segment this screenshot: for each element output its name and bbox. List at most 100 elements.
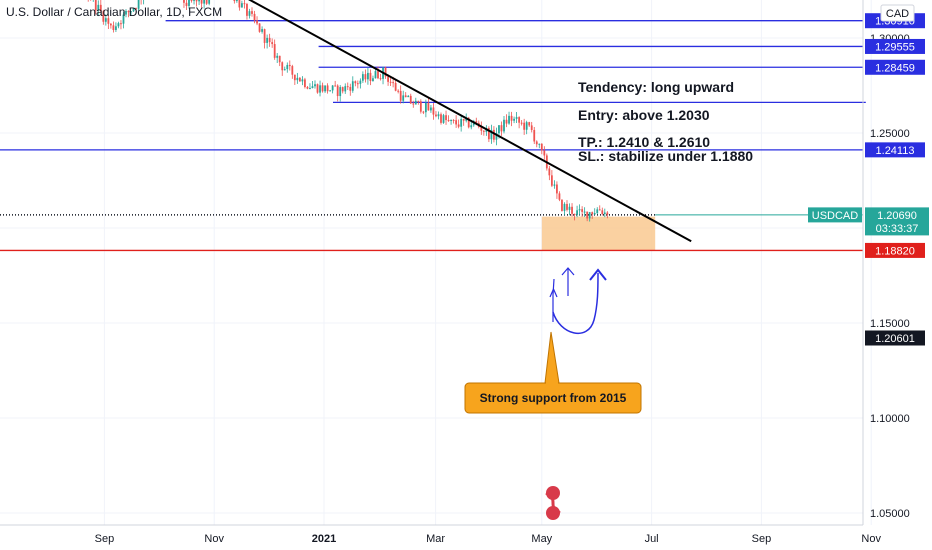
- candle-body: [253, 13, 256, 21]
- candle-body: [293, 74, 296, 81]
- large-projection-arrowhead: [589, 268, 607, 281]
- candle-body: [115, 26, 117, 31]
- candle-body: [379, 78, 382, 80]
- candle-body: [424, 102, 427, 113]
- candle-body: [407, 95, 410, 98]
- candle-body: [523, 122, 526, 130]
- candle-body: [346, 86, 349, 88]
- candle-body: [457, 124, 460, 127]
- x-tick-label: 2021: [312, 533, 336, 545]
- candle-body: [440, 114, 442, 123]
- callout-text: Strong support from 2015: [480, 391, 627, 405]
- candle-body: [195, 0, 198, 2]
- candle-body: [452, 119, 455, 121]
- candle-body: [109, 23, 112, 26]
- candle-body: [288, 64, 291, 67]
- level-price-tag-bg: [865, 242, 925, 258]
- candle-body: [364, 74, 367, 80]
- candle-body: [263, 29, 266, 43]
- candle-body: [566, 203, 568, 210]
- candle-body: [102, 11, 105, 22]
- candle-body: [442, 115, 445, 123]
- candle-body: [97, 4, 100, 11]
- candle-body: [268, 37, 271, 43]
- candle-body: [568, 206, 571, 210]
- candle-body: [243, 3, 246, 5]
- downtrend-line: [247, 0, 692, 243]
- candle-body: [235, 0, 238, 2]
- note-entry: Entry: above 1.2030: [578, 107, 710, 123]
- support-callout[interactable]: Strong support from 2015: [464, 331, 642, 414]
- x-tick-label: Sep: [752, 533, 772, 545]
- candle-body: [576, 210, 578, 215]
- candle-body: [392, 82, 395, 84]
- last-price-tag-text: 1.20690: [877, 210, 917, 222]
- candle-body: [435, 114, 437, 117]
- candle-body: [462, 118, 465, 121]
- candle-body: [480, 126, 483, 131]
- candle-body: [414, 100, 417, 105]
- candle-body: [498, 125, 500, 134]
- candle-body: [203, 0, 206, 4]
- candle-body: [538, 143, 541, 145]
- candle-body: [540, 143, 543, 151]
- candle-body: [377, 71, 379, 79]
- candle-body: [558, 193, 561, 200]
- candle-body: [200, 0, 203, 4]
- level-price-tag-bg: [865, 59, 925, 75]
- candle-body: [94, 0, 97, 11]
- candle-body: [185, 2, 188, 6]
- candle-body: [548, 168, 551, 176]
- candle-body: [563, 203, 566, 211]
- candle-body: [112, 25, 115, 31]
- candle-body: [241, 3, 243, 8]
- candle-body: [198, 0, 200, 2]
- symbol-title: U.S. Dollar / Canadian Dollar, 1D, FXCM: [6, 5, 222, 19]
- callout-pointer-mask: [546, 381, 558, 385]
- x-tick-label: Nov: [861, 533, 881, 545]
- candle-body: [583, 211, 586, 213]
- candle-body: [205, 0, 208, 4]
- candle-body: [291, 66, 294, 75]
- candle-body: [137, 0, 140, 9]
- candle-body: [515, 117, 518, 119]
- note-tendency: Tendency: long upward: [578, 79, 734, 95]
- candle-body: [233, 0, 236, 2]
- candle-body: [573, 213, 576, 215]
- candle-body: [190, 0, 193, 1]
- x-tick-label: May: [531, 533, 552, 545]
- level-price-tag-text: 1.29555: [875, 41, 915, 53]
- countdown-tag-text: 03:33:37: [876, 223, 919, 235]
- candle-body: [404, 95, 407, 98]
- candle-body: [493, 129, 495, 140]
- candle-body: [598, 209, 601, 211]
- decorative-stamp-icon: [545, 486, 561, 520]
- candle-body: [324, 85, 326, 92]
- y-tick-label: 1.05000: [870, 508, 910, 520]
- level-price-tag-bg: [865, 38, 925, 54]
- currency-box[interactable]: [880, 4, 915, 22]
- candle-body: [261, 29, 263, 32]
- candle-body: [399, 90, 402, 101]
- small-projection-arrowhead: [549, 287, 558, 298]
- candle-body: [505, 119, 508, 124]
- candle-body: [361, 74, 364, 81]
- candle-body: [301, 79, 304, 82]
- bid-price-tag-bg: [865, 330, 925, 346]
- level-price-tag-text: 1.28459: [875, 62, 915, 74]
- candle-body: [447, 120, 450, 122]
- candle-body: [387, 76, 389, 82]
- y-tick-label: 1.15000: [870, 318, 910, 330]
- x-tick-label: Nov: [204, 533, 224, 545]
- candle-body: [286, 64, 289, 70]
- grid-lines: [0, 0, 872, 525]
- y-tick-label: 1.10000: [870, 413, 910, 425]
- candle-body: [251, 11, 253, 14]
- candle-body: [326, 85, 329, 92]
- candle-body: [556, 184, 558, 194]
- candle-body: [278, 55, 281, 63]
- candle-body: [271, 42, 274, 45]
- candle-body: [389, 81, 392, 83]
